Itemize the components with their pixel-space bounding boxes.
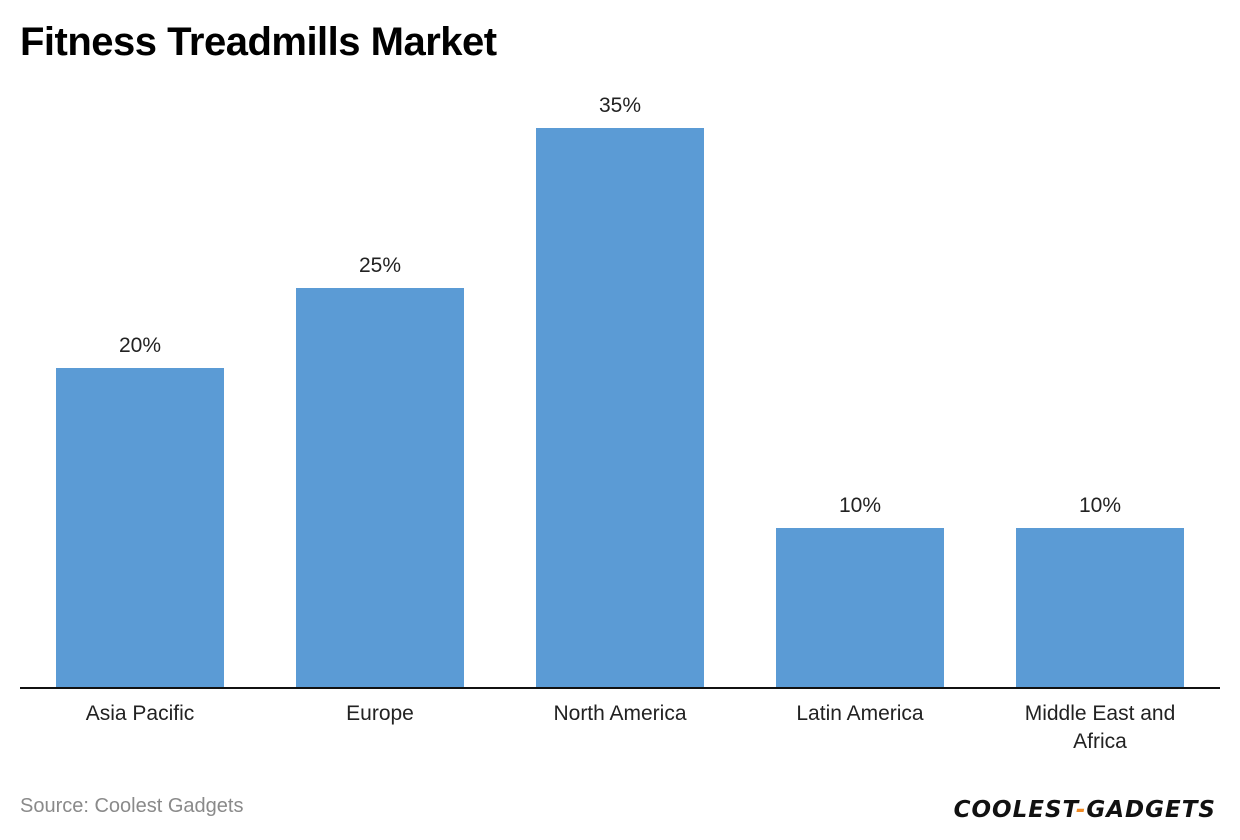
bar bbox=[56, 368, 224, 688]
logo-dash: - bbox=[1075, 797, 1087, 823]
category-label: Africa bbox=[1073, 730, 1127, 753]
category-label: Latin America bbox=[796, 702, 924, 725]
category-label: Asia Pacific bbox=[86, 702, 195, 725]
data-label: 10% bbox=[1079, 494, 1121, 517]
bar bbox=[776, 528, 944, 688]
category-label: Middle East and bbox=[1025, 702, 1176, 725]
source-note: Source: Coolest Gadgets bbox=[20, 795, 244, 817]
brand-logo: COOLEST-GADGETS bbox=[954, 797, 1216, 823]
data-label: 10% bbox=[839, 494, 881, 517]
data-label: 35% bbox=[599, 94, 641, 117]
data-label: 25% bbox=[359, 254, 401, 277]
category-label: North America bbox=[553, 702, 686, 725]
chart-title: Fitness Treadmills Market bbox=[20, 20, 497, 64]
data-label: 20% bbox=[119, 334, 161, 357]
bar-chart: 20% Asia Pacific 25% Europe 35% North America… bbox=[20, 94, 1220, 753]
bar bbox=[296, 288, 464, 688]
logo-text-gadgets: GADGETS bbox=[1086, 797, 1216, 823]
logo-text-coolest: COOLEST bbox=[953, 797, 1076, 823]
category-label: Europe bbox=[346, 702, 414, 725]
bar bbox=[536, 128, 704, 688]
bar bbox=[1016, 528, 1184, 688]
